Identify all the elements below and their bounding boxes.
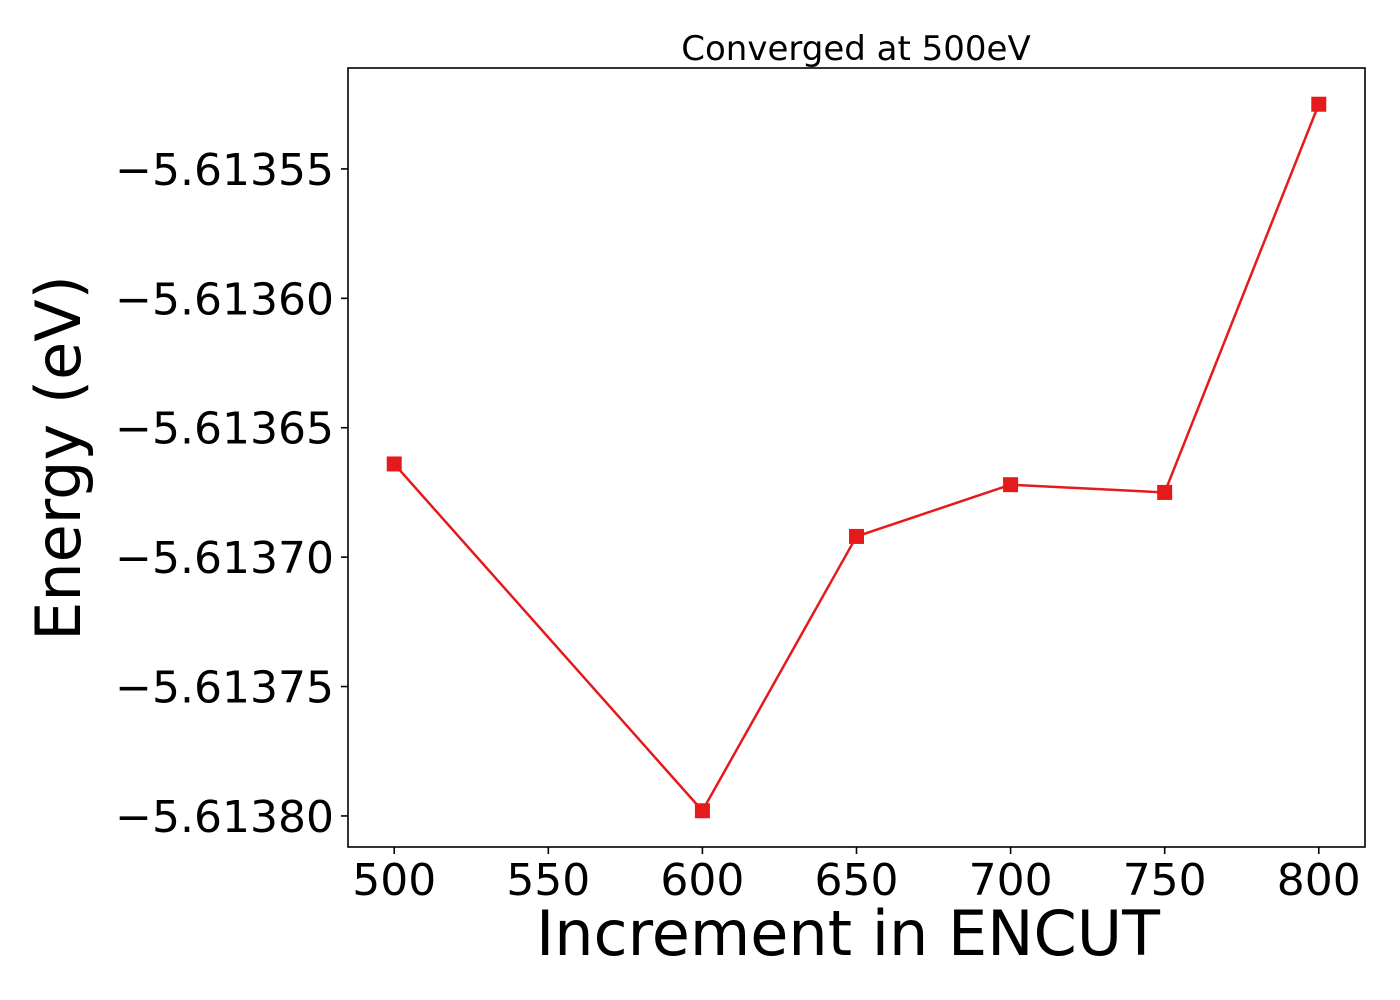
x-tick-label: 650: [815, 855, 899, 906]
x-tick-label: 800: [1277, 855, 1361, 906]
x-axis: 500 550 600 650 700 750 800: [352, 847, 1361, 906]
data-point: [1311, 96, 1327, 112]
y-tick-label: −5.61360: [115, 274, 334, 325]
y-tick-label: −5.61365: [115, 404, 334, 455]
x-tick-label: 600: [660, 855, 744, 906]
x-tick-label: 700: [969, 855, 1053, 906]
series-line: [393, 103, 1320, 813]
data-point: [386, 456, 402, 472]
y-tick-label: −5.61355: [115, 145, 334, 196]
data-point: [849, 528, 864, 544]
x-tick-label: 550: [506, 855, 590, 906]
y-tick-label: −5.61375: [115, 663, 334, 714]
data-point: [1157, 484, 1173, 500]
y-axis-label: Energy (eV): [22, 275, 95, 641]
x-axis-label: Increment in ENCUT: [536, 897, 1161, 970]
data-point: [1003, 477, 1019, 493]
series-layer: [386, 96, 1327, 819]
y-tick-label: −5.61370: [115, 533, 334, 584]
x-tick-label: 500: [352, 855, 436, 906]
y-tick-label: −5.61380: [115, 792, 334, 843]
y-axis: −5.61355 −5.61360 −5.61365 −5.61370 −5.61375…: [115, 145, 348, 843]
chart-title: Converged at 500eV: [681, 29, 1030, 69]
x-tick-label: 750: [1123, 855, 1207, 906]
data-point: [694, 803, 710, 819]
